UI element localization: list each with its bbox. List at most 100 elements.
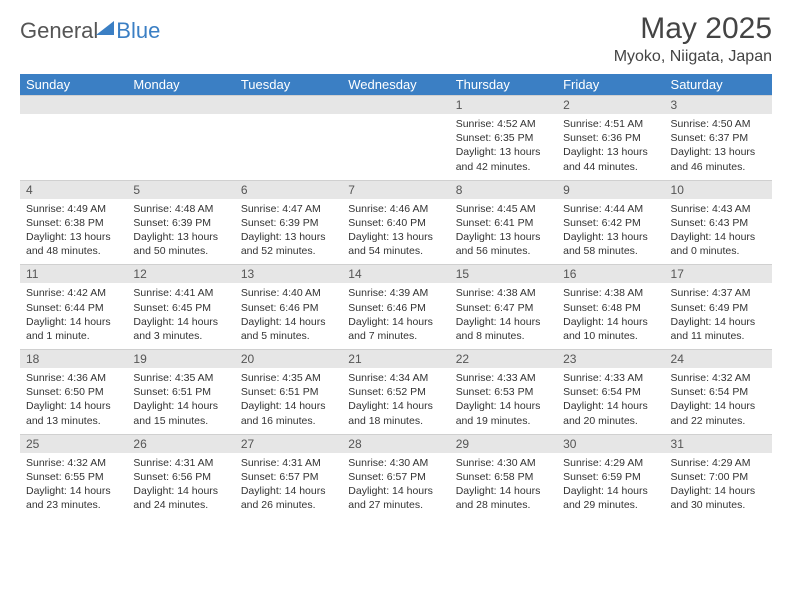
logo-text-2: Blue xyxy=(116,18,160,44)
day-cell: Sunrise: 4:48 AMSunset: 6:39 PMDaylight:… xyxy=(127,199,234,265)
sunset-text: Sunset: 6:36 PM xyxy=(563,131,658,145)
day-header-row: Sunday Monday Tuesday Wednesday Thursday… xyxy=(20,74,772,96)
day-number: 7 xyxy=(342,180,449,199)
day2-text: and 13 minutes. xyxy=(26,414,121,428)
day2-text: and 50 minutes. xyxy=(133,244,228,258)
sunset-text: Sunset: 6:51 PM xyxy=(133,385,228,399)
day-cell: Sunrise: 4:29 AMSunset: 6:59 PMDaylight:… xyxy=(557,453,664,519)
day2-text: and 1 minute. xyxy=(26,329,121,343)
day-cell: Sunrise: 4:30 AMSunset: 6:57 PMDaylight:… xyxy=(342,453,449,519)
day-number: 27 xyxy=(235,434,342,453)
day-cell: Sunrise: 4:35 AMSunset: 6:51 PMDaylight:… xyxy=(127,368,234,434)
month-title: May 2025 xyxy=(614,12,772,46)
sunset-text: Sunset: 6:57 PM xyxy=(241,470,336,484)
sunset-text: Sunset: 6:39 PM xyxy=(133,216,228,230)
day2-text: and 46 minutes. xyxy=(671,160,766,174)
day-cell: Sunrise: 4:49 AMSunset: 6:38 PMDaylight:… xyxy=(20,199,127,265)
sunrise-text: Sunrise: 4:52 AM xyxy=(456,117,551,131)
day-number xyxy=(235,96,342,115)
day-number: 2 xyxy=(557,96,664,115)
dayhead-tuesday: Tuesday xyxy=(235,74,342,96)
day-cell: Sunrise: 4:29 AMSunset: 7:00 PMDaylight:… xyxy=(665,453,772,519)
day-cell: Sunrise: 4:31 AMSunset: 6:57 PMDaylight:… xyxy=(235,453,342,519)
sunset-text: Sunset: 6:37 PM xyxy=(671,131,766,145)
day2-text: and 19 minutes. xyxy=(456,414,551,428)
day-number: 28 xyxy=(342,434,449,453)
day-number: 1 xyxy=(450,96,557,115)
day-cell: Sunrise: 4:46 AMSunset: 6:40 PMDaylight:… xyxy=(342,199,449,265)
day-number: 11 xyxy=(20,265,127,284)
sunrise-text: Sunrise: 4:49 AM xyxy=(26,202,121,216)
day-number xyxy=(20,96,127,115)
day-cell: Sunrise: 4:38 AMSunset: 6:48 PMDaylight:… xyxy=(557,283,664,349)
day1-text: Daylight: 14 hours xyxy=(563,399,658,413)
sunrise-text: Sunrise: 4:33 AM xyxy=(456,371,551,385)
day2-text: and 10 minutes. xyxy=(563,329,658,343)
sunrise-text: Sunrise: 4:42 AM xyxy=(26,286,121,300)
day1-text: Daylight: 14 hours xyxy=(671,399,766,413)
sunset-text: Sunset: 6:57 PM xyxy=(348,470,443,484)
sunrise-text: Sunrise: 4:31 AM xyxy=(133,456,228,470)
sunset-text: Sunset: 6:59 PM xyxy=(563,470,658,484)
day2-text: and 7 minutes. xyxy=(348,329,443,343)
header: General Blue May 2025 Myoko, Niigata, Ja… xyxy=(20,12,772,66)
sunrise-text: Sunrise: 4:48 AM xyxy=(133,202,228,216)
day-cell: Sunrise: 4:43 AMSunset: 6:43 PMDaylight:… xyxy=(665,199,772,265)
day2-text: and 30 minutes. xyxy=(671,498,766,512)
sunset-text: Sunset: 6:39 PM xyxy=(241,216,336,230)
daynum-row: 18192021222324 xyxy=(20,350,772,369)
day2-text: and 8 minutes. xyxy=(456,329,551,343)
day1-text: Daylight: 13 hours xyxy=(563,145,658,159)
sunset-text: Sunset: 6:49 PM xyxy=(671,301,766,315)
day2-text: and 22 minutes. xyxy=(671,414,766,428)
sunset-text: Sunset: 6:40 PM xyxy=(348,216,443,230)
sunset-text: Sunset: 6:46 PM xyxy=(348,301,443,315)
day2-text: and 11 minutes. xyxy=(671,329,766,343)
day-number xyxy=(127,96,234,115)
day-number: 6 xyxy=(235,180,342,199)
day2-text: and 58 minutes. xyxy=(563,244,658,258)
day-number: 9 xyxy=(557,180,664,199)
day1-text: Daylight: 14 hours xyxy=(26,399,121,413)
sunset-text: Sunset: 7:00 PM xyxy=(671,470,766,484)
dayhead-sunday: Sunday xyxy=(20,74,127,96)
day-number: 17 xyxy=(665,265,772,284)
day2-text: and 56 minutes. xyxy=(456,244,551,258)
sunrise-text: Sunrise: 4:38 AM xyxy=(456,286,551,300)
day-number: 29 xyxy=(450,434,557,453)
day2-text: and 20 minutes. xyxy=(563,414,658,428)
day-number: 26 xyxy=(127,434,234,453)
sunset-text: Sunset: 6:44 PM xyxy=(26,301,121,315)
title-block: May 2025 Myoko, Niigata, Japan xyxy=(614,12,772,66)
day-cell: Sunrise: 4:45 AMSunset: 6:41 PMDaylight:… xyxy=(450,199,557,265)
day1-text: Daylight: 14 hours xyxy=(133,484,228,498)
day-cell: Sunrise: 4:32 AMSunset: 6:54 PMDaylight:… xyxy=(665,368,772,434)
day1-text: Daylight: 13 hours xyxy=(348,230,443,244)
day-cell: Sunrise: 4:42 AMSunset: 6:44 PMDaylight:… xyxy=(20,283,127,349)
sunrise-text: Sunrise: 4:30 AM xyxy=(456,456,551,470)
sunrise-text: Sunrise: 4:41 AM xyxy=(133,286,228,300)
day1-text: Daylight: 14 hours xyxy=(563,484,658,498)
day-number: 31 xyxy=(665,434,772,453)
day1-text: Daylight: 14 hours xyxy=(456,315,551,329)
sunrise-text: Sunrise: 4:50 AM xyxy=(671,117,766,131)
sunrise-text: Sunrise: 4:44 AM xyxy=(563,202,658,216)
daynum-row: 11121314151617 xyxy=(20,265,772,284)
day2-text: and 5 minutes. xyxy=(241,329,336,343)
day-cell xyxy=(127,114,234,180)
logo: General Blue xyxy=(20,18,160,44)
sunrise-text: Sunrise: 4:32 AM xyxy=(26,456,121,470)
day2-text: and 0 minutes. xyxy=(671,244,766,258)
day-cell: Sunrise: 4:33 AMSunset: 6:53 PMDaylight:… xyxy=(450,368,557,434)
day-cell: Sunrise: 4:38 AMSunset: 6:47 PMDaylight:… xyxy=(450,283,557,349)
day1-text: Daylight: 13 hours xyxy=(456,145,551,159)
day2-text: and 15 minutes. xyxy=(133,414,228,428)
sunset-text: Sunset: 6:48 PM xyxy=(563,301,658,315)
day-number: 20 xyxy=(235,350,342,369)
data-row: Sunrise: 4:42 AMSunset: 6:44 PM Daylight:… xyxy=(20,283,772,349)
sunrise-text: Sunrise: 4:45 AM xyxy=(456,202,551,216)
sunset-text: Sunset: 6:38 PM xyxy=(26,216,121,230)
sunset-text: Sunset: 6:54 PM xyxy=(563,385,658,399)
sunset-text: Sunset: 6:53 PM xyxy=(456,385,551,399)
day1-text: Daylight: 14 hours xyxy=(241,484,336,498)
